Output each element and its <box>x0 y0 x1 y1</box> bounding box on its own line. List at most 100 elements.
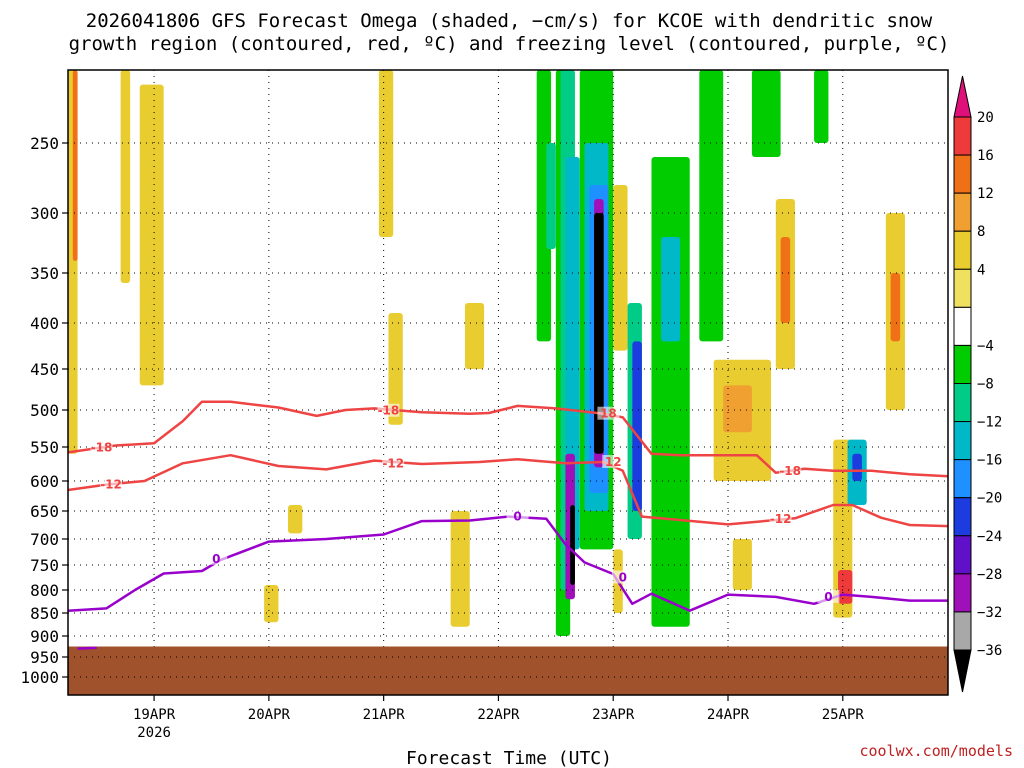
chart-title-line-1: 2026041806 GFS Forecast Omega (shaded, −… <box>86 10 933 32</box>
omega-shading <box>68 70 905 636</box>
colorbar-box <box>953 459 972 499</box>
y-tick-label: 900 <box>30 627 59 646</box>
x-tick-label: 22APR <box>477 707 520 723</box>
omega-cell <box>632 341 642 511</box>
colorbar-label: −32 <box>977 605 1002 621</box>
omega-cell <box>388 313 403 425</box>
x-tick-label: 25APR <box>822 707 865 723</box>
contour-label-minus18_a: -18 <box>91 441 113 455</box>
y-tick-label: 400 <box>30 314 59 333</box>
colorbar-box <box>953 192 972 232</box>
colorbar-box <box>953 344 972 384</box>
contour-label-minus18_c: -18 <box>779 464 801 478</box>
x-tick-label: 19APR <box>133 707 176 723</box>
ground-surface <box>68 646 948 695</box>
colorbar-box <box>953 573 972 613</box>
colorbar-triangle-top <box>953 75 972 118</box>
omega-cell <box>890 273 901 342</box>
colorbar-box <box>953 421 972 461</box>
contour-label-minus18_d: 18 <box>600 407 617 421</box>
omega-cell <box>723 385 752 433</box>
contour-label-minus18_b: -18 <box>378 404 400 418</box>
omega-cell <box>264 585 279 623</box>
colorbar-label: −24 <box>977 529 1002 545</box>
contour-label-minus12_c: -12 <box>770 512 792 526</box>
colorbar-label: −16 <box>977 453 1002 469</box>
omega-cell <box>651 157 690 627</box>
colorbar-label: −8 <box>977 377 994 393</box>
colorbar-box <box>953 611 972 651</box>
y-tick-label: 300 <box>30 204 59 223</box>
y-axis-ticks: 250 300 350 400 450 500 550 600 650 700 750 800 850 9… <box>20 134 68 687</box>
omega-cell <box>288 505 303 534</box>
contour-label-minus12_b: -12 <box>382 456 404 470</box>
y-tick-label: 450 <box>30 360 59 379</box>
x-tick-sublabel: 2026 <box>137 725 171 741</box>
omega-cell <box>120 70 131 283</box>
y-tick-label: 700 <box>30 530 59 549</box>
contour-label-zero_a: 0 <box>212 552 220 566</box>
y-tick-label: 1000 <box>20 668 59 687</box>
y-tick-label: 750 <box>30 556 59 575</box>
colorbar-triangle-bottom <box>953 649 972 693</box>
colorbar-label: −20 <box>977 491 1002 507</box>
colorbar-box <box>953 154 972 194</box>
y-tick-label: 650 <box>30 502 59 521</box>
colorbar-box <box>953 230 972 270</box>
colorbar-box <box>953 535 972 575</box>
plot-area: -18 -18 -18 18 -12 -12 -12 12 0 0 0 0 <box>67 69 949 696</box>
colorbar-label: 20 <box>977 110 994 126</box>
plot-frame <box>67 69 949 696</box>
contour-label-bg <box>769 511 792 525</box>
x-axis-ticks: 19APR 2026 20APR 21APR 22APR 23APR 24APR 25APR <box>133 695 864 741</box>
gridlines <box>68 70 948 695</box>
colorbar-box <box>953 116 972 156</box>
omega-cell <box>751 70 781 157</box>
contour-label-bg <box>100 477 123 491</box>
colorbar-label: −4 <box>977 338 994 354</box>
omega-cell <box>546 143 556 249</box>
colorbar-label: −12 <box>977 415 1002 431</box>
contour-label-zero_d: 0 <box>824 590 832 604</box>
contour-label-bg <box>611 570 634 584</box>
contour-label-bg <box>377 403 400 417</box>
contour-label-minus12_a: -12 <box>100 478 122 492</box>
colorbar-box <box>953 268 972 308</box>
y-tick-label: 550 <box>30 438 59 457</box>
omega-cell <box>661 237 681 342</box>
contour-label-bg <box>90 440 113 454</box>
omega-cell <box>378 70 394 237</box>
omega-cell <box>838 570 853 604</box>
contour-label-bg <box>382 456 405 470</box>
colorbar-label: 4 <box>977 262 985 278</box>
y-tick-label: 800 <box>30 581 59 600</box>
omega-cell <box>565 157 580 550</box>
chart-title-line-2: growth region (contoured, red, ºC) and f… <box>69 33 950 55</box>
omega-cell <box>613 185 628 351</box>
omega-cell <box>852 453 862 481</box>
x-tick-label: 24APR <box>707 707 750 723</box>
colorbar: 20 16 12 8 4 −4 −8 −12 −16 −20 −24 −28 −32 −36 <box>953 75 1002 693</box>
omega-cell <box>780 237 791 323</box>
contour-label-bg <box>602 454 625 468</box>
y-tick-label: 600 <box>30 472 59 491</box>
plot-background <box>68 70 948 695</box>
colorbar-box <box>953 383 972 423</box>
credit-text[interactable]: coolwx.com/models <box>859 742 1013 760</box>
contour-label-bg <box>205 551 228 565</box>
contour-label-zero_c: 0 <box>619 571 627 585</box>
omega-cell <box>72 70 78 261</box>
omega-cell <box>732 539 752 590</box>
x-axis-label: Forecast Time (UTC) <box>406 748 612 768</box>
omega-cell <box>536 70 552 342</box>
colorbar-label: 16 <box>977 148 994 164</box>
colorbar-label: −28 <box>977 567 1002 583</box>
colorbar-label: 12 <box>977 186 994 202</box>
colorbar-label: −36 <box>977 643 1002 659</box>
x-tick-label: 20APR <box>248 707 291 723</box>
contour-freezing-0 <box>67 515 948 612</box>
omega-cell <box>464 303 485 369</box>
x-tick-label: 23APR <box>592 707 635 723</box>
y-tick-label: 850 <box>30 604 59 623</box>
